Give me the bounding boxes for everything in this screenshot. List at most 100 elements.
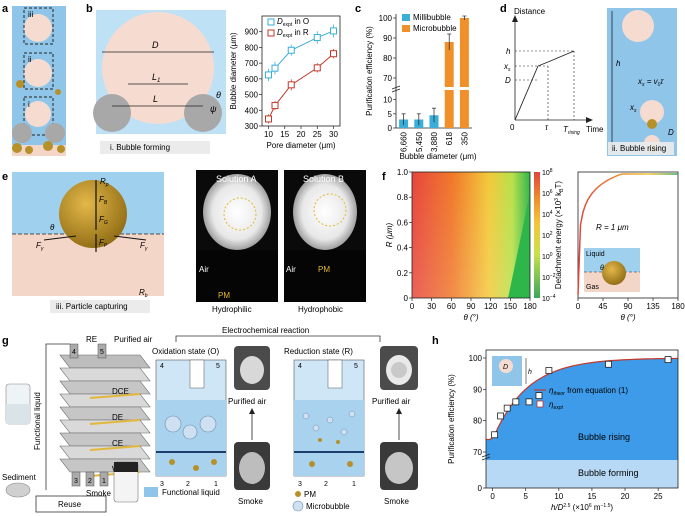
f2-curve [577,173,678,295]
ox-arrowhead [249,408,255,414]
Rb-label: Rb [139,288,148,299]
g-liquid-pipe [45,343,70,490]
chart-f: f 0 30 60 90 120 150 180 0 0.2 0.4 0.6 0.8 1.0 θ (°) R … [382,168,565,322]
FB-label: FB [99,195,108,206]
d-xs: xs [503,62,511,73]
photo-a-ring [223,197,257,231]
b-ytick-label-3: 600 [245,75,259,84]
panel-g: g 4 5 3 2 1 RE Purifi [2,326,418,513]
c-bar-break-3 [443,87,455,90]
b-ytick-label-4: 700 [245,59,259,68]
red-bubble-1 [302,412,310,420]
legend-mb: Microbubble [306,502,350,511]
d-h2: h [616,59,621,68]
g-re: RE [86,335,97,344]
h-break-1 [481,453,491,458]
c-bar-break-4 [458,87,470,90]
b-ytick-label-1: 400 [245,106,259,115]
plate-8 [59,445,151,460]
red-num-2: 2 [324,481,328,488]
ox-pm-3 [211,459,217,465]
red-bubble-2 [312,424,320,432]
hydrophobic-label: Hydrophobic [298,305,343,314]
c-ytick-low-label-0: 0 [388,124,393,133]
panel-label-g: g [2,335,9,347]
c-legend-swatch-1 [402,25,410,32]
h-point-1 [497,412,504,420]
g-vial-right-cap [114,462,138,472]
port-4-num: 4 [72,349,76,356]
c-legend-label-1: Microbubble [413,24,457,33]
red-bubble-5 [348,410,356,418]
g-de: DE [112,413,123,422]
panel-label-c: c [355,3,361,15]
ox-jar-bottom-smoke [239,452,265,484]
h-region-rising [486,358,678,460]
f2-inset-gas-label: Gas [586,284,599,291]
D-label: D [152,40,159,50]
solution-a-label: Solution A [216,174,257,184]
box-i [23,96,54,136]
port-5 [97,343,107,359]
chart-h: h 70 80 90 100 00 5 10 15 20 25 Purification effici… [432,335,679,512]
red-pm-4 [347,461,353,467]
h-xlabel: h/D2.5 (×106 m−1.5) [551,503,613,512]
caption-box-ii [608,142,674,155]
c-xtick-label-1: 5,450 [415,131,424,152]
panel-e-photos: Solution A Air PM Hydrophilic Solution B… [196,170,366,314]
h-inset-h: h [528,369,532,376]
b-point-1-2 [287,81,295,89]
b-point-1-3 [313,64,321,72]
d-bubble-top [622,10,654,42]
b-legend-label-0: Dexpt in O [277,17,309,28]
g-sediment: Sediment [2,473,37,482]
chart-b: 10 15 20 25 30 300 400 500 600 700 800 900 Pore diam… [229,15,341,150]
f2-inset-theta: θ [600,265,604,272]
port-4 [69,343,79,359]
ox-num-3: 3 [160,481,164,488]
f-xtick-label-5: 150 [504,302,518,311]
c-break-2 [391,88,401,93]
plate-ce [59,432,151,447]
h-xtick-label-0: 0 [490,492,495,501]
d-D2: D [668,128,674,137]
legend-pm-swatch [295,491,301,497]
g-smoke2: Smoke [238,497,263,506]
hydrophilic-label: Hydrophilic [212,305,252,314]
b-point-1-4 [330,50,337,58]
h-point-6 [545,367,553,374]
panel-e-schematic: e Rp FB FG FP Fγ Fγ θ Rb iii. Particle c… [2,171,164,313]
pore-right [45,123,65,143]
c-ytick-high-label-0: 70 [383,74,392,83]
g-vial-left-liquid [6,404,30,424]
ox-bubble-1 [164,415,182,433]
d-bubble-mid [640,100,664,124]
ox-bubble-2 [182,424,198,440]
h-ytick-label-0: 70 [473,448,482,457]
d-xs2: xs [629,103,637,114]
c-break-1 [391,85,401,90]
b-xlabel: Pore diameter (μm) [266,141,335,150]
h-point-2 [503,404,511,412]
h-ytick-label-zero: 0 [478,484,483,493]
ox-pm-2 [193,465,199,471]
h-region-forming-label: Bubble forming [578,468,639,478]
b-xtick-label-1: 15 [280,130,289,139]
pm-a3 [43,141,53,151]
bubble-ii [24,59,52,87]
port-3 [71,471,81,487]
plate-6 [59,419,151,434]
g-electro: Electrochemical reaction [222,326,309,335]
h-ytick-label-2: 90 [473,385,482,394]
legend-pm: PM [304,490,316,499]
h-break-2 [481,456,491,461]
c-ytick-low-label-1: 5 [388,110,393,119]
plate-dce [59,380,151,395]
panel-d: d Distance Time h xs D 0 τ Trising h xs … [500,3,677,156]
b-point-1-0 [265,115,272,123]
f-ytick-label-0: 0 [404,294,409,303]
c-bar-4 [459,18,469,128]
h-point-7 [605,360,612,368]
f-heat-low [508,192,530,298]
red-pm-3 [309,461,315,467]
